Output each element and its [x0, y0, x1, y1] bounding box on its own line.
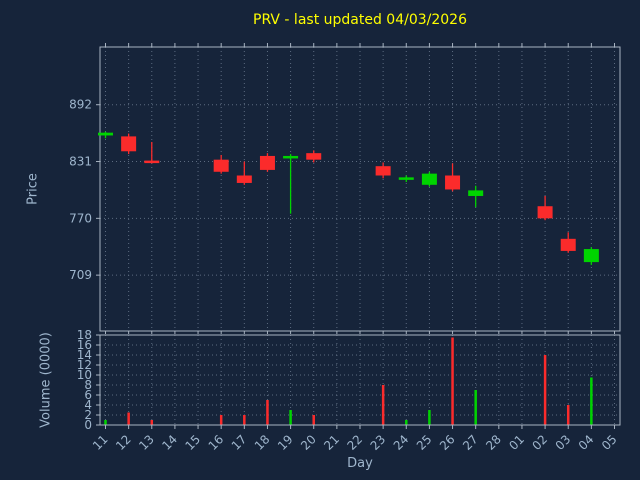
chart-title: PRV - last updated 04/03/2026	[253, 12, 467, 28]
x-tick-label: 03	[553, 432, 574, 453]
candle-body-25	[421, 173, 437, 185]
candle-body-12	[121, 136, 137, 152]
x-tick-label: 20	[298, 432, 319, 453]
x-tick-label: 12	[113, 432, 134, 453]
volume-tick-label: 10	[77, 368, 92, 382]
volume-bars	[104, 337, 593, 425]
candle-body-16	[213, 159, 229, 172]
x-tick-label: 16	[206, 432, 227, 453]
x-tick-label: 15	[182, 432, 203, 453]
candle-body-24	[398, 177, 414, 180]
x-tick-label: 13	[136, 432, 157, 453]
axis-ticks	[96, 43, 615, 429]
candle-body-20	[306, 153, 322, 160]
x-tick-label: 22	[344, 432, 365, 453]
gridlines	[100, 47, 620, 426]
price-axis-label: Price	[25, 173, 41, 205]
volume-tick-label: 4	[84, 398, 92, 412]
volume-tick-label: 2	[84, 408, 92, 422]
candle-body-27	[468, 190, 484, 196]
volume-tick-label: 16	[77, 338, 92, 352]
candle-body-04	[583, 249, 599, 263]
x-tick-label: 04	[576, 432, 597, 453]
candle-body-11	[98, 132, 113, 136]
x-tick-label: 17	[229, 432, 250, 453]
x-tick-label: 19	[275, 432, 296, 453]
candle-body-18	[259, 155, 275, 170]
x-axis-label: Day	[347, 456, 373, 471]
x-tick-label: 05	[599, 432, 620, 453]
price-tick-label: 770	[69, 211, 92, 225]
candle-body-23	[375, 166, 391, 176]
x-tick-label: 21	[321, 432, 342, 453]
volume-tick-label: 8	[84, 378, 92, 392]
volume-panel-border	[99, 334, 621, 426]
candle-body-17	[236, 175, 252, 183]
x-tick-label: 01	[506, 432, 527, 453]
volume-tick-label: 18	[77, 328, 92, 342]
candle-body-19	[283, 155, 299, 159]
volume-axis-label: Volume (0000)	[38, 332, 54, 428]
x-tick-label: 11	[90, 432, 111, 453]
price-tick-label: 892	[69, 98, 92, 112]
x-tick-label: 28	[483, 432, 504, 453]
candles	[98, 131, 599, 265]
x-tick-label: 02	[530, 432, 551, 453]
volume-tick-label: 6	[84, 388, 92, 402]
candle-body-02	[537, 206, 553, 219]
x-tick-label: 24	[391, 432, 412, 453]
x-tick-label: 25	[414, 432, 435, 453]
candle-body-03	[560, 238, 576, 251]
price-tick-label: 709	[69, 268, 92, 282]
x-tick-label: 23	[368, 432, 389, 453]
x-tick-label: 14	[159, 432, 180, 453]
volume-tick-label: 0	[84, 418, 92, 432]
x-tick-label: 27	[460, 432, 481, 453]
x-tick-label: 26	[437, 432, 458, 453]
price-tick-label: 831	[69, 155, 92, 169]
volume-tick-label: 12	[77, 358, 92, 372]
price-panel-border	[99, 46, 621, 332]
candle-body-13	[144, 160, 160, 164]
volume-tick-label: 14	[77, 348, 92, 362]
x-tick-label: 18	[252, 432, 273, 453]
candle-body-26	[445, 175, 461, 190]
